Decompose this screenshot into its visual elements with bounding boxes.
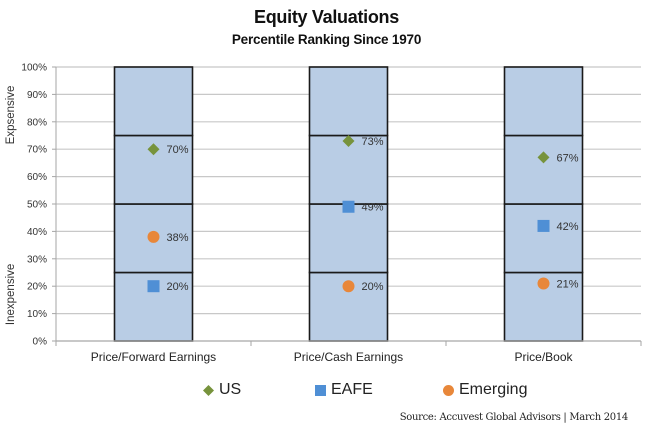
y-tick-label: 80%	[27, 117, 47, 128]
data-point-eafe	[342, 200, 355, 213]
quartile-band	[503, 66, 584, 137]
y-axis-label-inexpensive: Inexpensive	[5, 264, 17, 325]
y-tick-label: 100%	[21, 63, 47, 74]
data-label: 20%	[167, 281, 189, 293]
y-tick-label: 20%	[27, 282, 47, 293]
data-point-emerging	[147, 230, 160, 243]
data-label: 49%	[362, 202, 384, 214]
y-tick-label: 10%	[27, 309, 47, 320]
y-tick-label: 50%	[27, 200, 47, 211]
quartile-band	[503, 134, 584, 205]
data-label: 42%	[557, 221, 579, 233]
data-point-eafe	[537, 219, 550, 232]
data-point-emerging	[342, 280, 355, 293]
x-category-label: Price/Book	[514, 350, 573, 364]
legend: US EAFE Emerging	[0, 381, 653, 405]
data-point-us	[342, 134, 355, 147]
diamond-icon	[203, 384, 214, 396]
legend-item-us: US	[203, 381, 241, 399]
x-category-label: Price/Forward Earnings	[91, 350, 216, 364]
data-point-emerging	[537, 277, 550, 290]
quartile-bands	[113, 66, 584, 342]
data-label: 21%	[557, 278, 579, 290]
data-point-eafe	[147, 280, 160, 293]
y-tick-label: 40%	[27, 227, 47, 238]
quartile-band	[308, 66, 389, 137]
legend-label: US	[219, 381, 242, 398]
data-label: 20%	[362, 281, 384, 293]
data-marks: 70% 73% 67% 20% 49% 42% 38% 20% 21%	[147, 134, 579, 293]
quartile-band	[503, 203, 584, 274]
legend-label: EAFE	[331, 381, 373, 398]
data-label: 70%	[167, 144, 189, 156]
data-label: 38%	[167, 232, 189, 244]
legend-label: Emerging	[459, 381, 528, 398]
y-tick-label: 70%	[27, 145, 47, 156]
source-note: Source: Accuvest Global Advisors | March…	[399, 412, 629, 423]
x-axis: Price/Forward Earnings Price/Cash Earning…	[55, 340, 642, 364]
square-icon	[315, 384, 326, 396]
y-axis-ticks: 0% 10% 20% 30% 40% 50% 60% 70% 80% 90% 100%	[21, 63, 57, 348]
quartile-band	[308, 203, 389, 274]
y-axis-label-expensive: Expsensive	[5, 86, 17, 145]
data-point-us	[537, 151, 550, 164]
data-label: 73%	[362, 136, 384, 148]
legend-item-emerging: Emerging	[443, 381, 527, 399]
y-tick-label: 30%	[27, 254, 47, 265]
quartile-band	[113, 66, 194, 137]
y-tick-label: 60%	[27, 172, 47, 183]
x-category-label: Price/Cash Earnings	[294, 350, 403, 364]
data-label: 67%	[557, 152, 579, 164]
chart-subtitle: Percentile Ranking Since 1970	[231, 32, 422, 47]
legend-item-eafe: EAFE	[315, 381, 373, 399]
circle-icon	[443, 384, 454, 396]
y-tick-label: 90%	[27, 90, 47, 101]
data-point-us	[147, 143, 160, 156]
y-tick-label: 0%	[33, 337, 48, 348]
chart-title: Equity Valuations	[254, 7, 399, 27]
